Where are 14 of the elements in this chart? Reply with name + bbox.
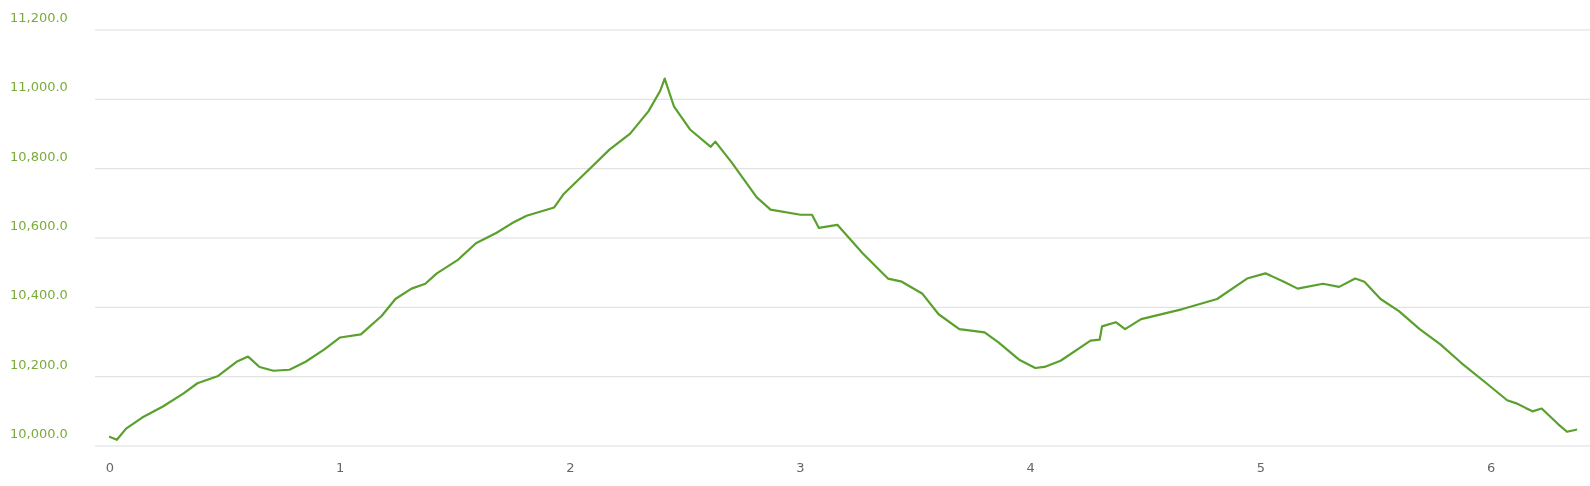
- y-tick-label: 10,800.0: [10, 148, 68, 164]
- y-tick-label: 10,600.0: [10, 218, 68, 233]
- y-tick-label: 11,000.0: [10, 79, 68, 95]
- x-tick-label: 2: [566, 460, 575, 475]
- x-tick-label: 1: [336, 460, 345, 475]
- x-tick-label: 3: [796, 460, 805, 475]
- x-tick-label: 6: [1486, 460, 1496, 475]
- x-tick-label: 4: [1026, 460, 1035, 475]
- y-tick-label: 10,000.0: [10, 426, 68, 441]
- y-tick-label: 10,400.0: [10, 287, 68, 303]
- y-tick-label: 11,200.0: [10, 10, 68, 25]
- x-tick-label: 0: [105, 460, 115, 475]
- y-tick-label: 10,200.0: [10, 356, 68, 372]
- x-tick-label: 5: [1256, 460, 1265, 475]
